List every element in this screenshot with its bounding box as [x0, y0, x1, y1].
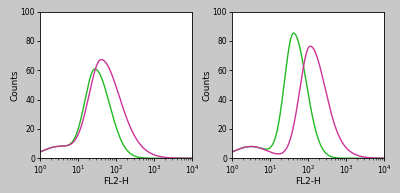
Y-axis label: Counts: Counts — [202, 69, 211, 101]
X-axis label: FL2-H: FL2-H — [295, 177, 321, 186]
X-axis label: FL2-H: FL2-H — [103, 177, 129, 186]
Y-axis label: Counts: Counts — [10, 69, 19, 101]
